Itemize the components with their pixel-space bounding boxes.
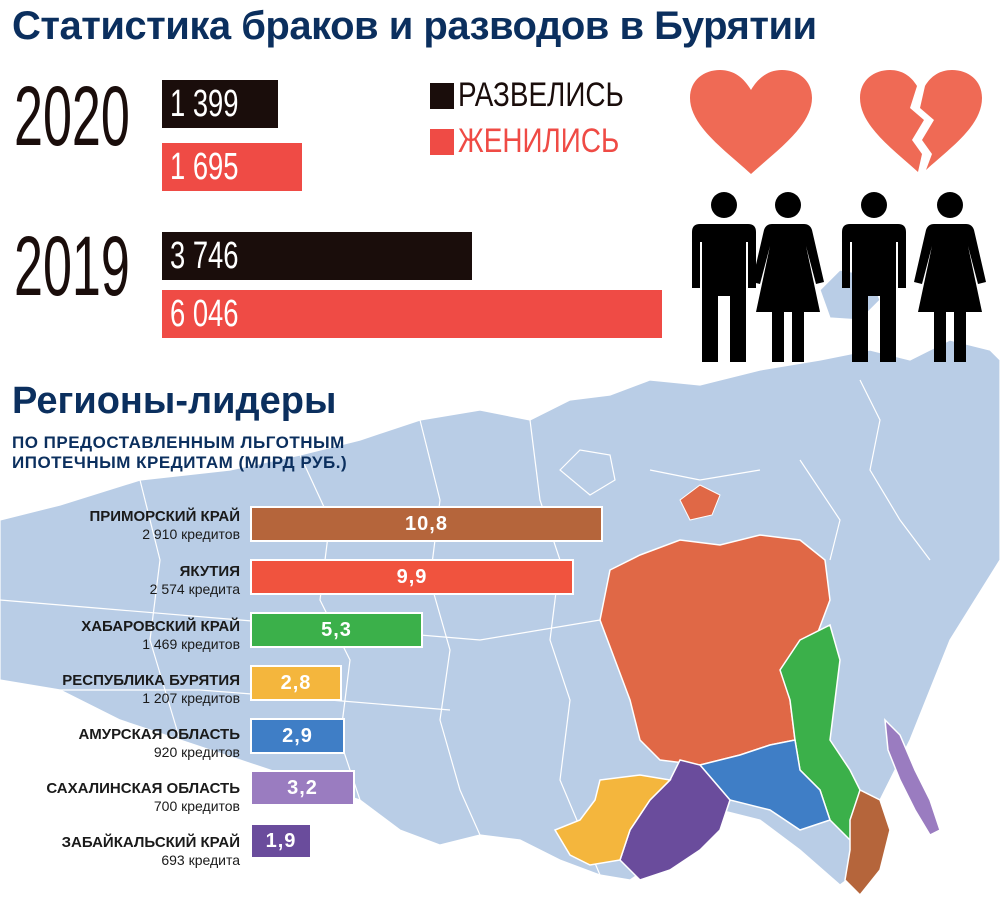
region-bar-sakhalin: 3,2: [250, 770, 355, 806]
region-count: 1 207 кредитов: [142, 690, 240, 706]
region-bar-value: 1,9: [265, 829, 297, 852]
bar-label: 1 399: [170, 82, 239, 125]
bar-2019-divorced: 3 746: [162, 232, 472, 280]
broken-heart-icon: [860, 70, 982, 172]
region-bar-buryatia: 2,8: [250, 665, 342, 701]
region-bar-primorsky: 10,8: [250, 506, 603, 542]
region-primorsky-shape: [844, 788, 891, 897]
man-icon: [842, 192, 906, 362]
region-name: АМУРСКАЯ ОБЛАСТЬ: [78, 726, 240, 743]
bar-label: 6 046: [170, 292, 239, 335]
section-subtitle-line1: ПО ПРЕДОСТАВЛЕННЫМ ЛЬГОТНЫМ: [12, 433, 345, 452]
region-name: ПРИМОРСКИЙ КРАЙ: [89, 508, 240, 525]
section-subtitle-line2: ИПОТЕЧНЫМ КРЕДИТАМ (МЛРД РУБ.): [12, 453, 348, 472]
region-bar-value: 5,3: [321, 618, 352, 641]
region-count: 920 кредитов: [153, 744, 240, 760]
section-title: Регионы-лидеры: [12, 380, 337, 422]
region-yakutia-shape: [599, 484, 831, 766]
region-count: 693 кредита: [161, 852, 240, 868]
region-count: 700 кредитов: [153, 798, 240, 814]
legend-label-divorced: РАЗВЕЛИСЬ: [458, 76, 624, 114]
region-sakhalin-shape: [884, 717, 941, 836]
region-name: САХАЛИНСКАЯ ОБЛАСТЬ: [46, 780, 240, 797]
bar-2020-divorced: 1 399: [162, 80, 278, 128]
heart-icon: [690, 70, 812, 174]
region-bar-value: 10,8: [405, 512, 448, 535]
region-bar-zabaykalsky: 1,9: [250, 823, 312, 859]
legend-married: ЖЕНИЛИСЬ: [430, 122, 655, 161]
woman-icon: [914, 192, 986, 362]
year-label-2020: 2020: [14, 69, 130, 163]
region-buryatia-shape: [553, 774, 672, 866]
man-icon: [692, 192, 756, 362]
region-name: ЗАБАЙКАЛЬСКИЙ КРАЙ: [61, 834, 240, 851]
region-bar-value: 2,9: [282, 724, 313, 747]
region-count: 1 469 кредитов: [142, 636, 240, 652]
region-bar-value: 2,8: [280, 671, 312, 694]
region-name: РЕСПУБЛИКА БУРЯТИЯ: [62, 672, 240, 689]
legend-swatch-divorced: [430, 82, 454, 109]
legend-divorced: РАЗВЕЛИСЬ: [430, 76, 660, 115]
region-name: ХАБАРОВСКИЙ КРАЙ: [81, 618, 240, 635]
region-bar-yakutia: 9,9: [250, 559, 574, 595]
region-amur-shape: [698, 739, 831, 831]
bar-2020-married: 1 695: [162, 143, 302, 191]
bar-label: 1 695: [170, 145, 239, 188]
bar-2019-married: 6 046: [162, 290, 662, 338]
region-count: 2 910 кредитов: [142, 526, 240, 542]
region-bar-value: 9,9: [396, 565, 428, 588]
woman-icon: [752, 192, 824, 362]
region-bar-amur: 2,9: [250, 718, 345, 754]
bar-label: 3 746: [170, 234, 239, 277]
region-bar-khabarovsk: 5,3: [250, 612, 423, 648]
region-count: 2 574 кредита: [149, 581, 240, 597]
legend-label-married: ЖЕНИЛИСЬ: [458, 122, 620, 160]
main-title: Статистика браков и разводов в Бурятии: [12, 4, 817, 48]
year-label-2019: 2019: [14, 219, 130, 313]
region-name: ЯКУТИЯ: [179, 563, 240, 580]
region-bar-value: 3,2: [287, 776, 318, 799]
legend-swatch-married: [430, 128, 454, 155]
